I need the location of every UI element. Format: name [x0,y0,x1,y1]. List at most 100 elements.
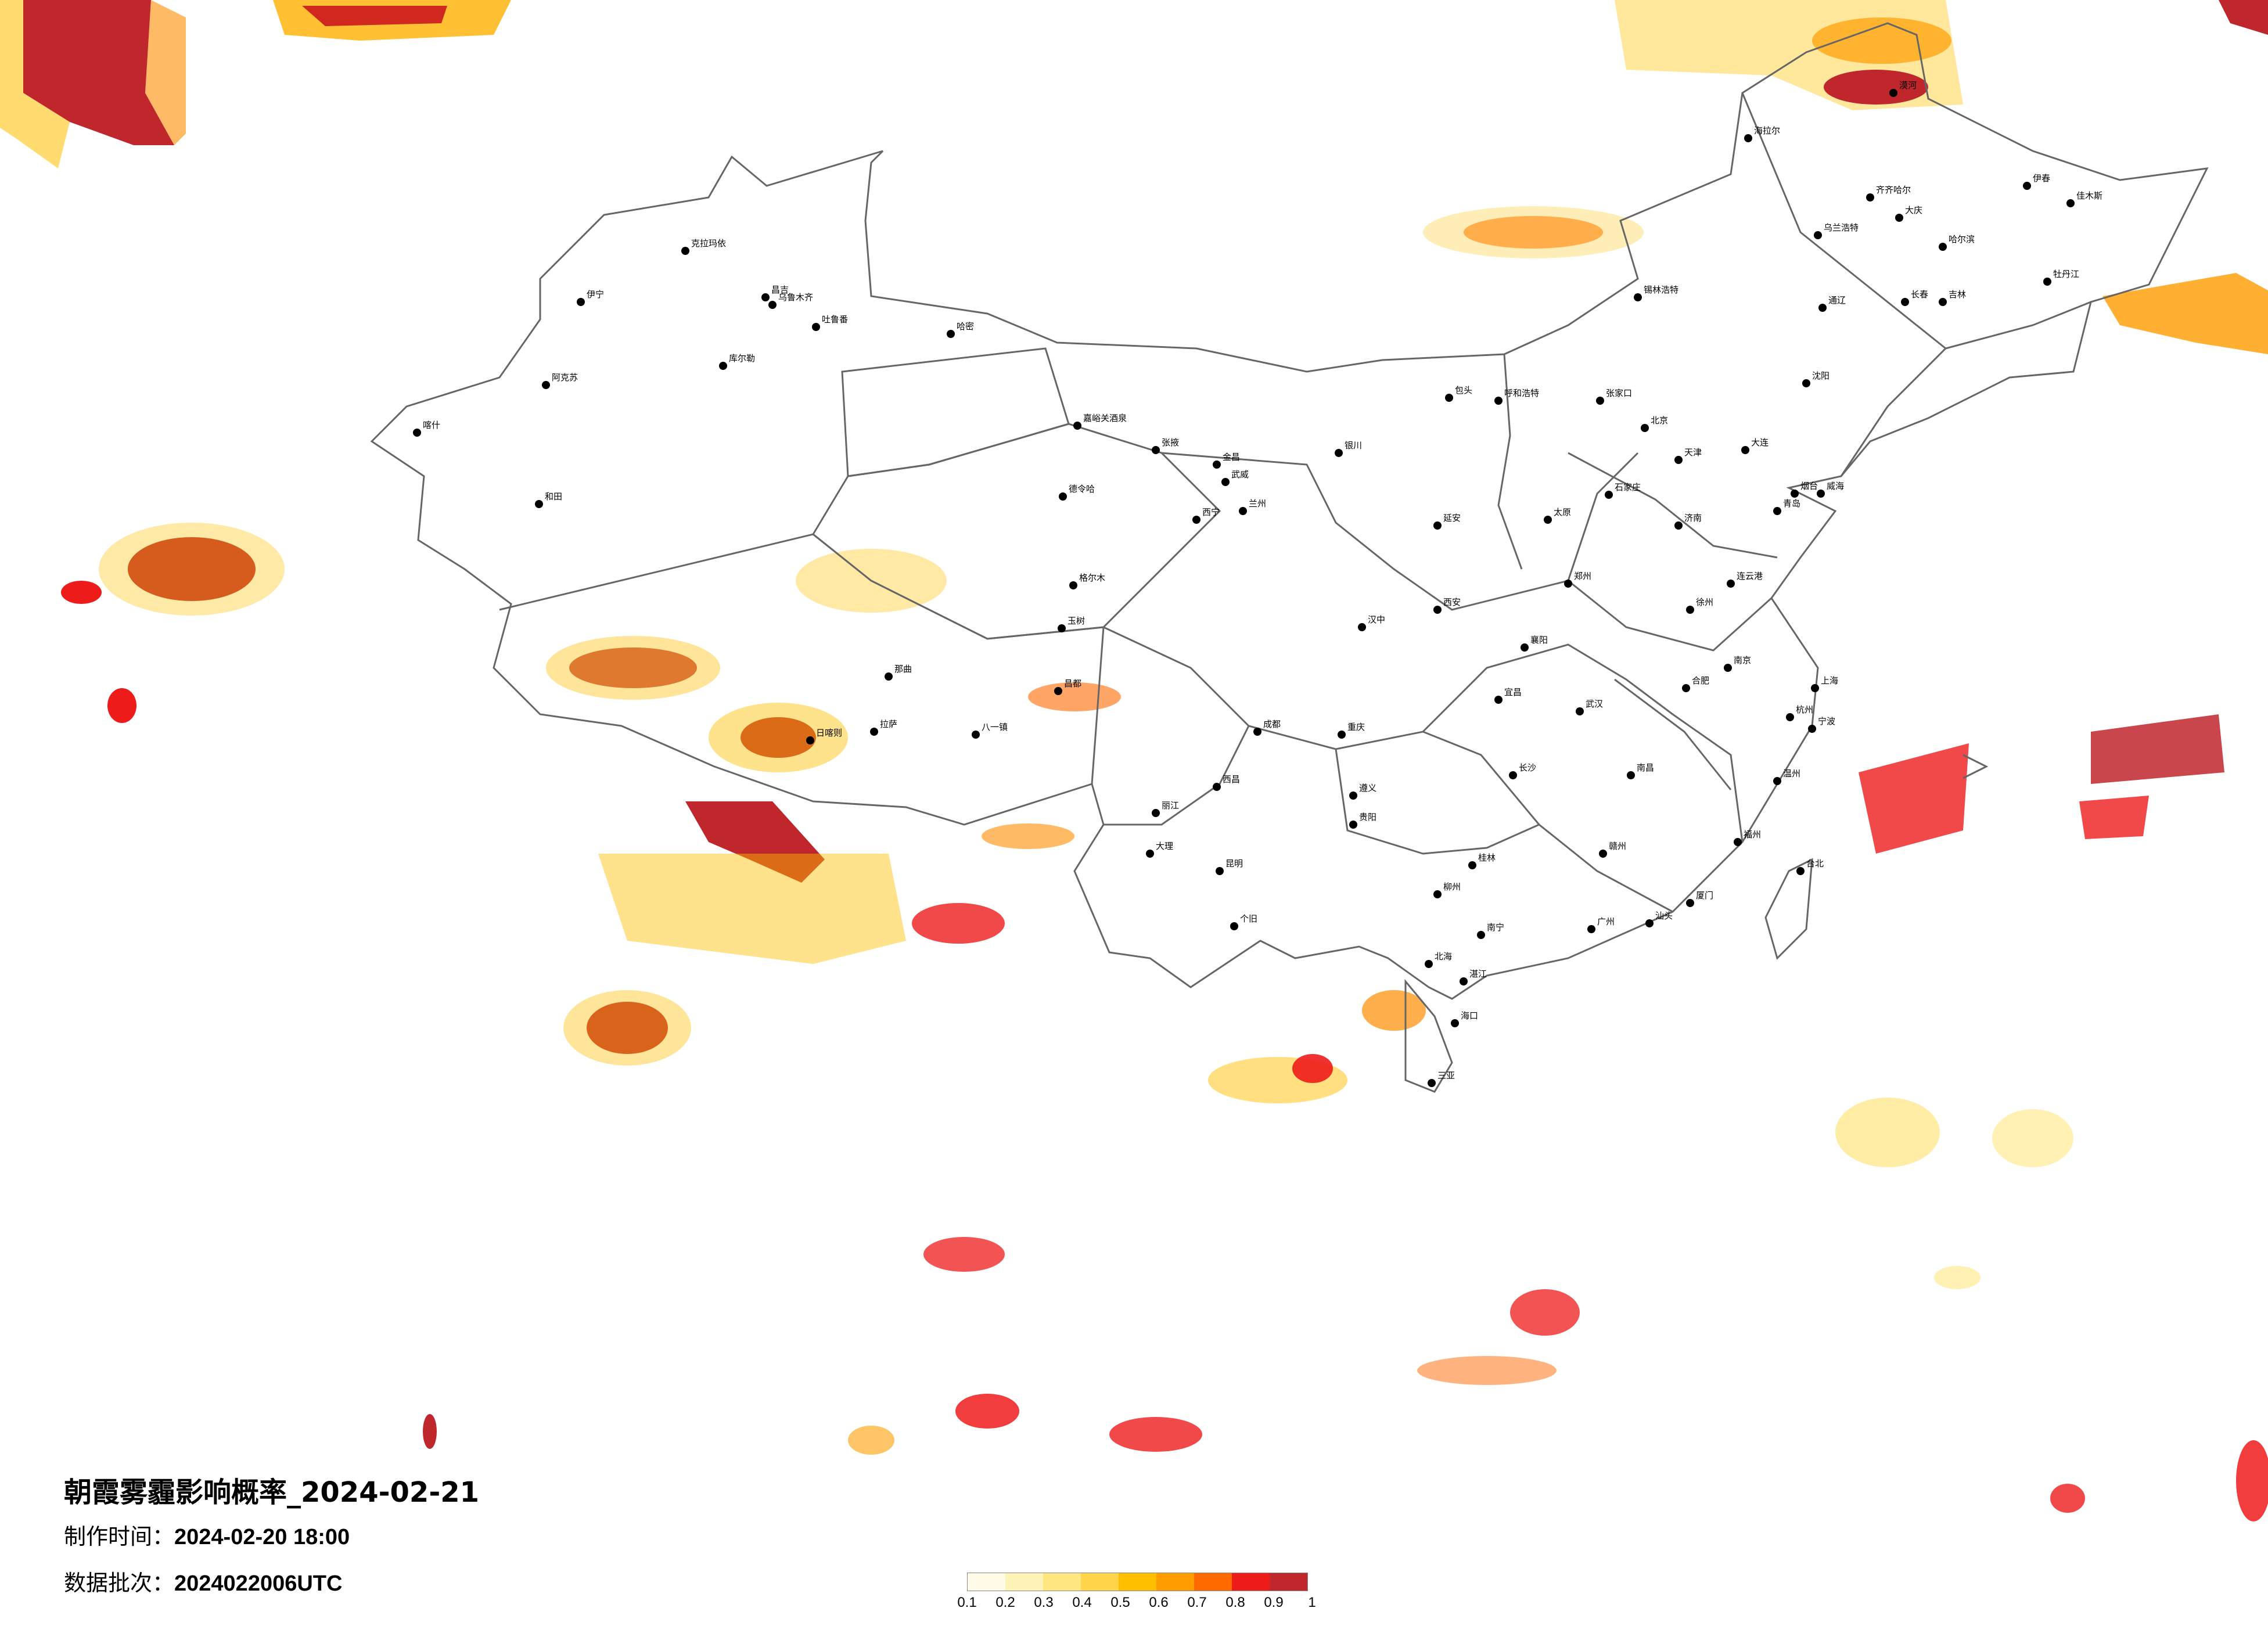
city-dot [413,429,421,437]
city-label: 宜昌 [1504,687,1522,697]
city-label: 徐州 [1696,597,1713,607]
city-label: 武汉 [1586,699,1603,709]
city-dot [1866,193,1874,202]
city-label: 昆明 [1225,858,1243,869]
city-label: 汕头 [1655,911,1673,921]
city-label: 哈密 [957,321,974,332]
city-dot [1895,214,1903,222]
city-dot [1634,293,1642,301]
city-dot [1773,507,1781,515]
city-dot [1814,231,1822,239]
city-label: 大理 [1156,841,1173,851]
city-dot [1253,728,1261,736]
city-dot [1216,867,1224,875]
city-dot [1674,456,1683,464]
legend-tick-label: 0.2 [995,1595,1015,1610]
city-dot [1744,134,1752,142]
city-label: 德令哈 [1069,484,1095,494]
city-dot [1901,298,1909,306]
city-dot [1727,580,1735,588]
city-label: 克拉玛依 [691,238,726,249]
legend-swatch-3 [1043,1573,1081,1591]
city-dot [1468,861,1476,869]
city-dot [1059,492,1067,501]
legend-swatch-7 [1194,1573,1232,1591]
city-label: 伊宁 [587,289,604,300]
city-label: 桂林 [1478,852,1496,863]
city-label: 张掖 [1162,437,1179,448]
city-dot [885,672,893,681]
city-dot [535,500,543,508]
city-dot [972,731,980,739]
city-label: 长沙 [1519,762,1536,773]
legend-swatch-4 [1081,1573,1119,1591]
city-label: 阿克苏 [552,372,578,383]
legend-swatches [967,1573,1308,1591]
city-dot [1433,521,1442,530]
city-label: 牡丹江 [2053,269,2079,279]
city-dot [1544,516,1552,524]
city-dot [2043,278,2051,286]
boundary-lines [370,22,2209,1093]
legend-tick-label: 0.4 [1072,1595,1092,1610]
city-label: 台北 [1806,858,1824,869]
city-label: 包头 [1455,385,1472,395]
city-label: 西宁 [1202,507,1220,517]
city-dot [1645,919,1654,927]
city-label: 武威 [1231,469,1249,480]
city-label: 呼和浩特 [1504,388,1539,398]
city-dot [1349,792,1357,800]
city-dot [1939,298,1947,306]
city-dot [2066,199,2075,207]
legend-tick-label: 0.5 [1110,1595,1130,1610]
city-label: 太原 [1554,507,1571,517]
legend-swatch-9 [1270,1573,1307,1591]
city-label: 连云港 [1737,571,1763,581]
city-label: 个旧 [1240,913,1257,924]
city-dot [1889,89,1897,97]
city-dot [1494,397,1503,405]
city-label: 厦门 [1696,890,1713,901]
city-dot [1349,821,1357,829]
city-label: 广州 [1597,916,1615,927]
legend-tick-label: 0.3 [1034,1595,1054,1610]
city-label: 嘉峪关酒泉 [1083,413,1127,423]
city-label: 锡林浩特 [1644,285,1678,295]
city-dot [1641,424,1649,432]
city-dot [761,293,770,301]
city-label: 北京 [1651,415,1668,426]
city-label: 拉萨 [880,719,897,729]
city-label: 三亚 [1437,1070,1455,1081]
city-label: 喀什 [423,420,440,430]
city-label: 青岛 [1783,498,1800,509]
legend-tick-label: 0.1 [957,1595,977,1610]
city-label: 通辽 [1828,295,1846,305]
city-dot [1213,461,1221,469]
city-label: 齐齐哈尔 [1876,185,1911,195]
legend-tick-label: 0.6 [1149,1595,1169,1610]
city-dot [1428,1079,1436,1087]
city-label: 杭州 [1796,704,1813,715]
city-dot [1521,643,1529,652]
city-label: 南宁 [1487,922,1504,933]
city-label: 湛江 [1469,969,1487,979]
city-label: 日喀则 [816,728,842,738]
city-dot [1335,449,1343,457]
city-label: 温州 [1783,768,1800,779]
city-label: 南昌 [1637,762,1654,773]
city-dot [1221,478,1230,486]
city-dot [1786,713,1794,721]
legend-swatch-1 [968,1573,1005,1591]
legend-tick-label: 0.8 [1225,1595,1245,1610]
city-label: 海拉尔 [1754,125,1780,136]
production-time: 制作时间：2024-02-20 18:00 [64,1519,350,1551]
city-dot [1152,446,1160,454]
city-dot [1939,243,1947,251]
city-label: 大连 [1751,437,1769,448]
city-dot [1724,664,1732,672]
city-dot [1192,516,1201,524]
city-dot [768,301,777,309]
city-label: 格尔木 [1079,573,1105,583]
